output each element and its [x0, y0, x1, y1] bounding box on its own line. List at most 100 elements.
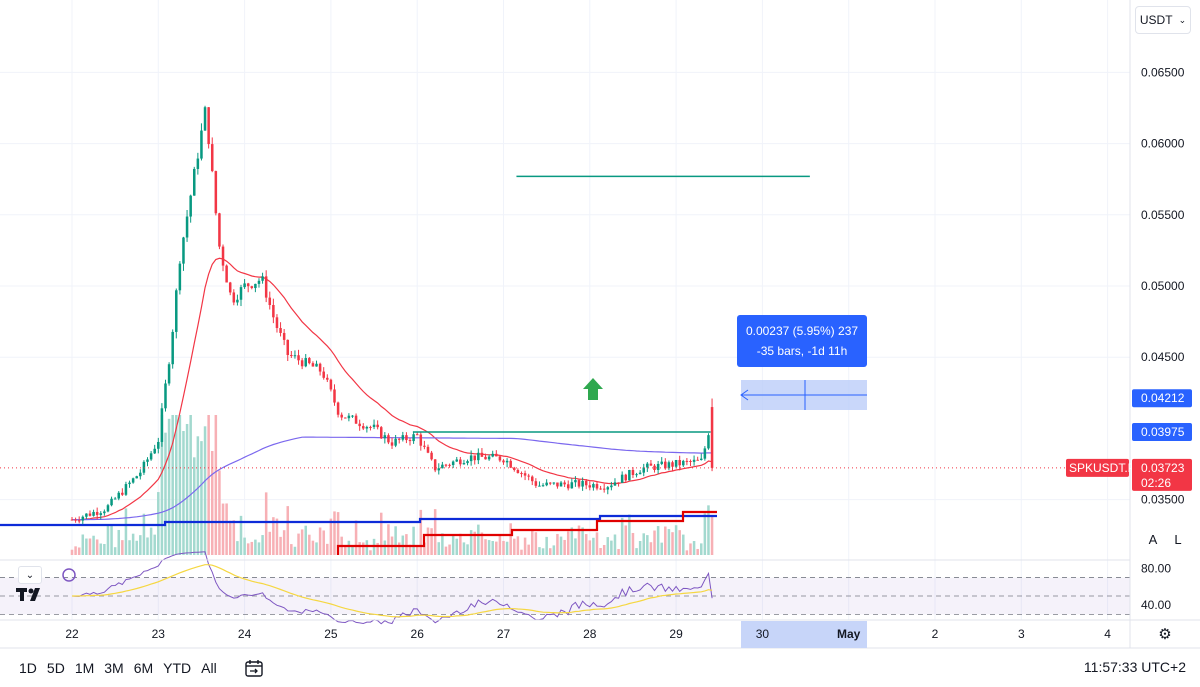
candle [473, 455, 476, 465]
currency-dropdown[interactable]: USDT ⌄ [1135, 6, 1191, 34]
rsi-source-icon[interactable] [62, 568, 76, 582]
volume-bar [437, 542, 441, 555]
volume-bar [167, 418, 171, 555]
candle [606, 486, 610, 495]
volume-bar [117, 529, 121, 555]
candle [218, 212, 221, 250]
candle [182, 236, 185, 271]
range-button-ytd[interactable]: YTD [163, 659, 192, 676]
candle [581, 477, 584, 491]
volume-bar [354, 520, 358, 555]
collapse-pane-button[interactable]: ⌄ [18, 566, 42, 584]
candle [563, 480, 566, 488]
ema-short-line [72, 257, 713, 521]
candle [358, 419, 361, 431]
candle [505, 458, 509, 468]
clock-display[interactable]: 11:57:33 UTC+2 [1083, 659, 1186, 675]
candle [556, 482, 559, 489]
volume-bar [423, 542, 426, 555]
volume-bar [685, 550, 689, 555]
candle [703, 446, 707, 461]
up-arrow-icon[interactable] [583, 378, 603, 400]
candle [480, 448, 484, 457]
volume-bar [113, 547, 117, 555]
candle [81, 515, 85, 525]
time-axis[interactable]: 22 23 24 25 26 27 28 29 30 May 2 3 4 [65, 627, 1111, 641]
volume-bar [459, 533, 462, 555]
bar-countdown: 02:26 [1141, 476, 1171, 490]
candle [175, 288, 178, 339]
candle [534, 478, 538, 488]
volume-bar [189, 415, 192, 555]
candle [329, 378, 333, 392]
candle [401, 431, 405, 442]
candle [315, 360, 318, 367]
settings-gear-icon[interactable]: ⚙ [1158, 626, 1172, 643]
candle [574, 476, 577, 487]
volume-bar [534, 532, 538, 555]
candle [405, 432, 408, 444]
time-tick-label: 2 [932, 627, 939, 641]
volume-bar [588, 540, 592, 555]
volume-bar [250, 541, 254, 555]
volume-bars [70, 415, 714, 555]
rsi-axis[interactable]: 80.00 40.00 [1141, 561, 1171, 612]
volume-bar [192, 457, 196, 555]
candle [570, 478, 574, 489]
volume-bar [85, 538, 88, 555]
volume-bar [221, 503, 225, 555]
candle [369, 425, 372, 431]
log-scale-button[interactable]: L [1174, 531, 1182, 547]
rsi-line [71, 551, 713, 625]
candle [531, 475, 534, 486]
candle [667, 460, 671, 471]
price-axis[interactable]: 0.06500 0.06000 0.05500 0.05000 0.04500 0.035… [1141, 65, 1185, 506]
range-button-6m[interactable]: 6M [133, 659, 154, 676]
volume-bar [81, 534, 85, 555]
candle [372, 419, 376, 430]
candle [185, 209, 189, 242]
volume-bar [293, 546, 297, 555]
candle [394, 434, 397, 448]
volume-bar [430, 528, 433, 555]
candle [232, 289, 236, 306]
volume-bar [563, 539, 566, 555]
volume-bar [574, 538, 577, 555]
range-button-1m[interactable]: 1M [74, 659, 95, 676]
volume-bar [347, 540, 351, 555]
candle [610, 481, 613, 491]
candle [304, 354, 307, 368]
volume-bar [577, 525, 581, 555]
candle [192, 166, 196, 196]
volume-bar [448, 544, 451, 555]
candle [584, 478, 588, 490]
volume-bar [516, 536, 520, 555]
candle [77, 516, 81, 524]
candle [613, 478, 617, 486]
candle [433, 459, 437, 473]
volume-bar [703, 513, 707, 555]
range-button-5d[interactable]: 5D [46, 659, 65, 676]
volume-bar [638, 540, 642, 555]
drawings [0, 175, 1130, 469]
candle [171, 329, 174, 369]
candle [344, 417, 347, 419]
candle [459, 456, 462, 467]
price-tick-label: 0.03500 [1141, 493, 1185, 507]
candle [451, 460, 455, 469]
range-buttons: 1D 5D 1M 3M 6M YTD All [14, 660, 222, 676]
tradingview-logo[interactable] [16, 586, 46, 607]
last-price-symbol: SPKUSDT.P [1069, 461, 1136, 475]
range-button-1d[interactable]: 1D [19, 659, 37, 676]
volume-bar [225, 503, 228, 555]
range-button-all[interactable]: All [201, 659, 217, 676]
range-button-3m[interactable]: 3M [104, 659, 124, 676]
goto-date-icon[interactable] [244, 658, 264, 678]
auto-scale-button[interactable]: A [1148, 531, 1158, 547]
candle [74, 517, 77, 523]
candle [588, 481, 592, 491]
volume-bar [566, 531, 570, 555]
candle [707, 433, 710, 450]
volume-bar [570, 527, 574, 555]
